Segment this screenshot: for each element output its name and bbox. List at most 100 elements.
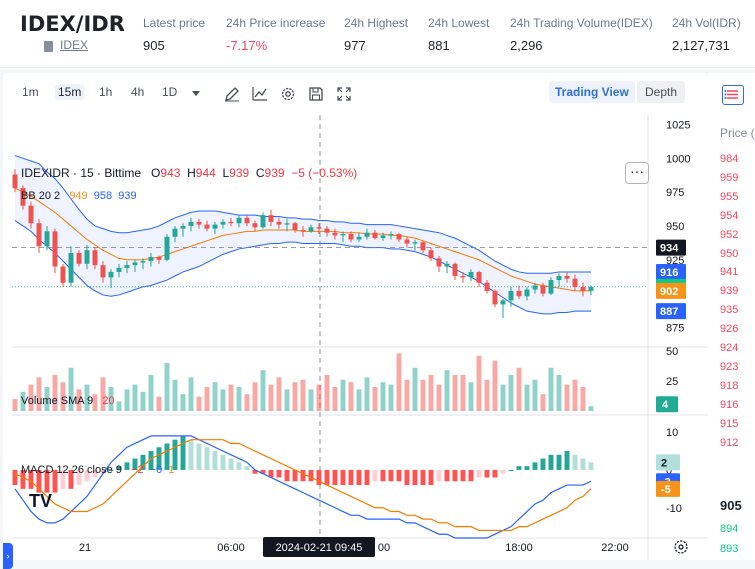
tradingview-chart[interactable]: 1025100097595092590087593491690590288750… [3,115,708,560]
indicator-icon[interactable] [252,86,268,102]
ask-price[interactable]: 923 [720,360,739,373]
volume-bar [404,379,410,411]
candle-body [180,225,186,229]
macd-tag: -5 [661,484,671,496]
volume-bar [300,379,306,411]
macd-hist-bar [172,439,178,470]
volume-bar [116,401,122,411]
candle-body [284,223,290,225]
macd-hist-bar [420,469,426,486]
candle-body [28,205,34,224]
macd-hist-bar [332,469,338,486]
interval-1d[interactable]: 1D [162,85,178,99]
macd-hist-bar [340,469,346,486]
macd-hist-bar [140,454,146,470]
volume-legend: Volume SMA 9 20 [21,395,115,407]
time-tick: 22:00 [601,542,629,554]
price-tag-bg [656,239,686,256]
interval-1h[interactable]: 1h [99,85,113,99]
ask-price[interactable]: 950 [720,247,739,260]
macd-hist-bar [204,447,210,470]
ohlc-low-label: L [222,166,230,180]
ask-price[interactable]: 918 [720,379,739,392]
fullscreen-icon[interactable] [336,86,352,102]
macd-hist-bar [396,469,402,482]
price-tag-bg [656,303,686,320]
tab-depth[interactable]: Depth [637,81,686,103]
ask-price[interactable]: 926 [720,323,739,336]
macd-hist-bar [580,458,586,470]
stat-value: 905 [143,38,165,53]
ask-price[interactable]: 941 [720,266,739,279]
ask-price[interactable]: 959 [720,171,739,184]
macd-hist-bar [516,466,522,470]
interval-15m[interactable]: 15m [55,84,85,100]
pair-sub-link[interactable]: IDEX [60,38,89,52]
macd-label: MACD 12 26 close 9 [21,464,122,476]
macd-hist-bar [524,466,530,470]
volume-bar [580,387,586,411]
ask-price[interactable]: 954 [720,209,739,222]
macd-tag-bg [656,454,680,471]
candle-body [468,271,474,278]
more-menu-button[interactable]: ··· [625,162,649,184]
macd-hist-bar [100,469,106,474]
settings-icon[interactable] [280,86,296,102]
ask-price[interactable]: 916 [720,398,739,411]
macd-line-value: −0 [149,464,163,476]
ask-price[interactable]: 915 [720,417,739,430]
candle-body [244,217,250,224]
bb-lower-value: 939 [118,190,137,202]
candle-body [572,278,578,287]
volume-bar [244,394,250,411]
volume-bar [228,384,234,411]
ohlc-high: 944 [195,166,216,180]
bb-upper-value: 958 [93,190,113,202]
candle-body [12,174,18,189]
chevron-down-icon[interactable] [192,91,200,96]
macd-hist-bar [508,469,514,471]
volume-bar [532,379,538,411]
candle-body [476,271,482,283]
volume-bar [276,377,282,411]
save-icon[interactable] [308,86,324,102]
interval-1m[interactable]: 1m [22,85,39,99]
macd-hist-bar [324,469,330,486]
ask-price[interactable]: 912 [720,436,739,449]
candle-body [36,223,42,247]
volume-bar [452,375,458,411]
macd-hist-bar [548,454,554,470]
ask-price[interactable]: 984 [720,153,739,165]
price-tag-bg [656,263,686,280]
macd-hist-bar [124,462,130,470]
interval-4h[interactable]: 4h [131,85,145,99]
candle-body [196,221,202,225]
time-tick: 00 [378,542,390,554]
candle-body [100,265,106,278]
draw-icon[interactable] [224,86,240,102]
candle-body [420,242,426,251]
volume-bar [444,370,450,411]
volume-bar [364,377,370,411]
volume-bar [212,382,218,411]
candle-body [364,232,370,237]
ohlc-change: −5 (−0.53%) [291,166,358,180]
candle-body [524,289,530,297]
ask-price[interactable]: 939 [720,285,739,298]
ohlc-legend: IDEXIDR · 15 · Bittime O943 H944 L939 C9… [21,166,357,180]
chart-canvas[interactable]: 1025100097595092590087593491690590288750… [3,115,708,560]
macd-signal-value: 1 [168,464,175,476]
bid-price[interactable]: 894 [720,523,739,535]
ask-price[interactable]: 935 [720,304,739,317]
candle-body [276,221,282,225]
tab-trading-view[interactable]: Trading View [549,81,635,103]
side-toggle-button[interactable]: › [3,543,13,569]
ask-price[interactable]: 952 [720,228,739,241]
ask-price[interactable]: 924 [720,342,739,354]
candle-body [460,276,466,278]
ask-price[interactable]: 955 [720,190,739,203]
price-tick: 925 [666,255,684,267]
orderbook-layout-icon[interactable] [722,85,744,105]
bid-price[interactable]: 893 [720,543,739,555]
volume-tick: 50 [666,346,678,358]
